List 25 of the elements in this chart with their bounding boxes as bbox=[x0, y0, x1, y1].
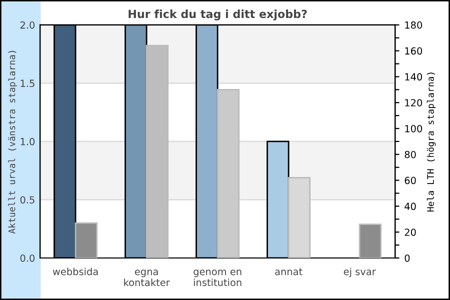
y2-tick-label: 180 bbox=[405, 21, 422, 29]
bar bbox=[74, 222, 98, 258]
y-tick-label: 1.0 bbox=[20, 138, 35, 146]
x-tick-label: ej svar bbox=[344, 268, 376, 278]
y2-tick-label: 40 bbox=[404, 202, 416, 210]
x-tick-label: annat bbox=[275, 268, 302, 276]
y2-tick-label: 20 bbox=[404, 228, 416, 236]
x-tick-label: genom en institution bbox=[194, 270, 242, 286]
y-tick-label: 0.0 bbox=[20, 254, 35, 262]
chart-title: Hur fick du tag i ditt exjobb? bbox=[128, 10, 307, 20]
y2-axis-title: Hela LTH (högra staplarna) bbox=[426, 72, 436, 212]
y2-tick-label: 0 bbox=[404, 254, 410, 262]
x-tick-label: egna kontakter bbox=[124, 270, 170, 286]
y-tick-label: 2.0 bbox=[20, 21, 35, 29]
y2-tick-label: 100 bbox=[405, 124, 422, 132]
y2-tick-label: 120 bbox=[405, 99, 422, 106]
y2-tick-label: 80 bbox=[404, 150, 416, 158]
x-tick-label: webbsida bbox=[52, 268, 98, 276]
y-axis-title: Aktuellt urval (vänstra staplarna) bbox=[8, 50, 17, 234]
bar bbox=[358, 224, 382, 258]
y-tick-label: 1.5 bbox=[20, 80, 34, 88]
y-tick-label: 0.5 bbox=[20, 196, 34, 204]
y2-tick-label: 160 bbox=[405, 47, 422, 55]
y2-tick-label: 140 bbox=[405, 73, 422, 81]
y2-tick-label: 60 bbox=[404, 176, 416, 184]
